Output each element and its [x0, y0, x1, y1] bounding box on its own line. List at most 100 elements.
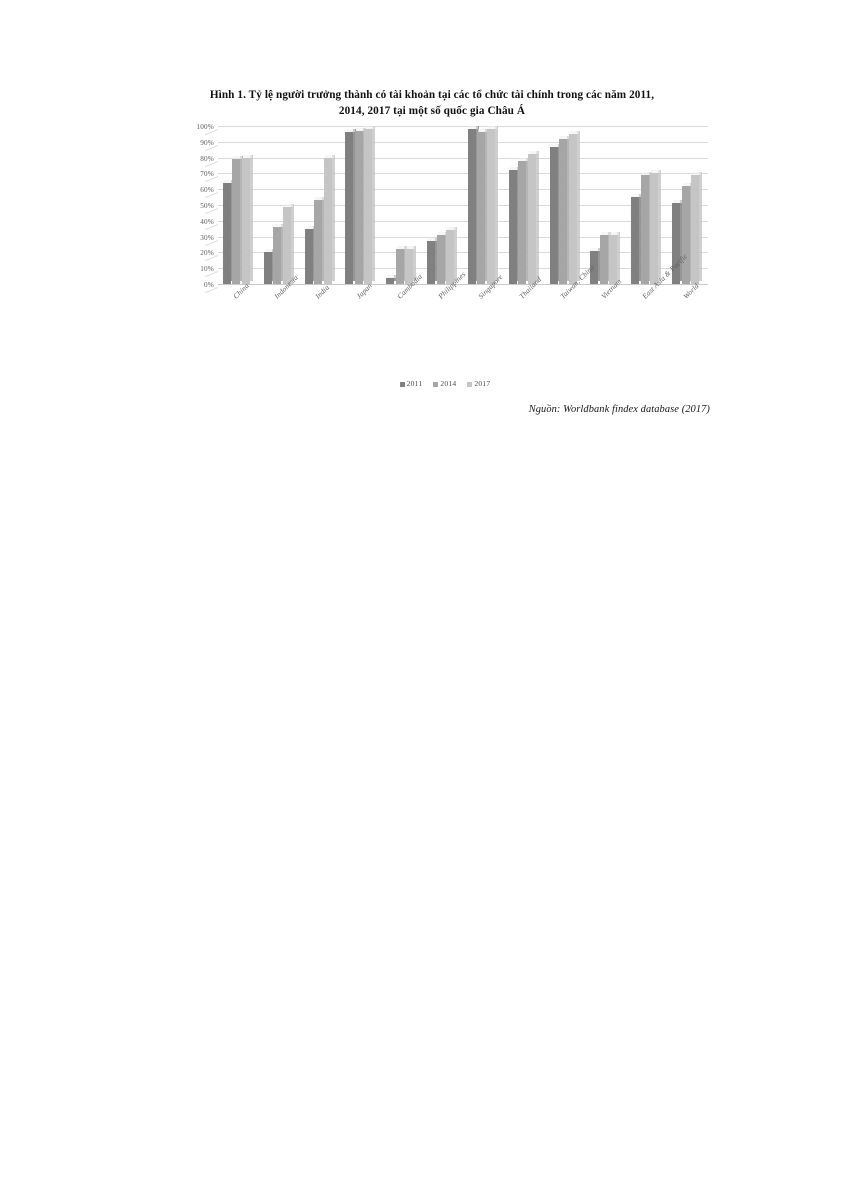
bar-side [413, 246, 417, 281]
bar-top-cap [519, 157, 529, 161]
bar-top-cap [305, 225, 315, 229]
figure-title-line-1: Hình 1. Tỷ lệ người trưởng thành có tài … [209, 89, 655, 101]
legend-label: 2017 [474, 379, 491, 388]
bar-top-cap [673, 200, 683, 204]
bar-2017-world [691, 171, 703, 284]
y-axis-tick-label: 80% [200, 154, 214, 163]
bar-face [446, 230, 455, 284]
bar-side [699, 171, 703, 281]
legend-swatch-icon [399, 381, 405, 387]
bar-face [436, 235, 445, 284]
bar-group [672, 126, 703, 284]
bar-top-cap [428, 238, 438, 242]
figure-block: Hình 1. Tỷ lệ người trưởng thành có tài … [0, 88, 841, 423]
bar-top-cap [274, 224, 284, 228]
bar-2017-indonesia [282, 203, 294, 284]
bar-side [290, 203, 294, 281]
y-axis-tick-label: 0% [204, 281, 214, 289]
bar-chart: 0% 10% 20% 30% 40% 50% 60% 70% 80% 90% 100% China I… [180, 123, 710, 423]
bar-top-cap [437, 232, 447, 236]
gridline [218, 284, 708, 285]
bar-face [282, 206, 291, 284]
bar-face [691, 174, 700, 284]
legend-item-2014[interactable]: 2014 [433, 380, 456, 388]
bar-face [273, 227, 282, 284]
y-axis-tick-label: 60% [200, 186, 214, 195]
bar-group [590, 126, 621, 284]
bar-top-cap [242, 154, 252, 158]
gridline [218, 157, 708, 159]
bar-2017-vietnam [609, 232, 621, 284]
bar-group [304, 126, 336, 284]
bar-group [427, 126, 458, 284]
bar-face [405, 249, 414, 284]
x-axis: China Indonesia India Japan Cambodia Philippi… [218, 252, 718, 357]
bar-2017-thailand [527, 151, 539, 284]
bar-face [304, 228, 313, 284]
y-axis-tick-label: 70% [200, 170, 214, 179]
bar-2011-japan [345, 129, 357, 284]
bar-side [331, 154, 335, 281]
gridline [218, 141, 708, 143]
bar-face [590, 250, 599, 284]
bar-top-cap [569, 130, 579, 134]
legend-item-2017[interactable]: 2017 [467, 380, 490, 388]
bar-side [576, 130, 580, 281]
bar-group [549, 126, 581, 284]
bar-2014-thailand [518, 157, 530, 284]
bar-2017-india [323, 154, 335, 284]
bar-top-cap [632, 194, 642, 198]
bar-face [263, 252, 272, 284]
y-axis-tick-label: 50% [200, 202, 214, 210]
bar-2017-taiwan-china [568, 130, 580, 284]
bar-2011-singapore [467, 126, 479, 284]
bar-2017-japan [364, 126, 376, 284]
bar-side [658, 170, 662, 281]
bar-top-cap [641, 171, 651, 175]
bar-group [508, 126, 540, 284]
bar-2014-china [232, 156, 244, 284]
plot-area [204, 126, 708, 294]
bar-top-cap [600, 232, 610, 236]
bar-face [640, 174, 649, 284]
legend-label: 2014 [440, 379, 457, 388]
gridline [218, 220, 708, 222]
y-axis-tick-label: 30% [200, 233, 214, 242]
bar-group [345, 126, 376, 284]
y-axis-tick-label: 90% [200, 138, 214, 147]
bar-top-cap [509, 167, 519, 171]
bar-top-cap [468, 126, 478, 130]
bar-2014-japan [354, 127, 366, 284]
bar-face [395, 249, 404, 284]
bar-2017-cambodia [405, 246, 417, 284]
bar-face [323, 157, 332, 284]
bar-2014-taiwan-china [559, 135, 571, 284]
bar-2011-philippines [427, 238, 439, 284]
bar-group [263, 126, 295, 284]
bar-2014-philippines [436, 232, 448, 284]
figure-title: Hình 1. Tỷ lệ người trưởng thành có tài … [152, 88, 712, 119]
bar-top-cap [315, 197, 325, 201]
y-axis-tick-label: 40% [200, 217, 214, 226]
bar-side [372, 126, 376, 281]
bar-group [631, 126, 662, 284]
bar-side [535, 151, 539, 281]
bar-face [222, 182, 231, 284]
legend-item-2011[interactable]: 2011 [399, 380, 423, 388]
bar-face [354, 130, 363, 284]
gridline [218, 268, 708, 270]
bars-layer [218, 126, 708, 284]
bar-top-cap [478, 129, 488, 133]
gridline [218, 205, 708, 206]
gridline [218, 173, 708, 175]
bar-face [486, 129, 495, 284]
bar-top-cap [365, 126, 375, 130]
bar-face [527, 154, 536, 284]
bar-2011-cambodia [386, 274, 398, 284]
bar-face [232, 159, 241, 284]
bar-face [681, 186, 690, 284]
bar-side [249, 154, 253, 281]
bar-face [599, 235, 608, 284]
bar-face [672, 203, 681, 284]
bar-top-cap [560, 135, 570, 139]
